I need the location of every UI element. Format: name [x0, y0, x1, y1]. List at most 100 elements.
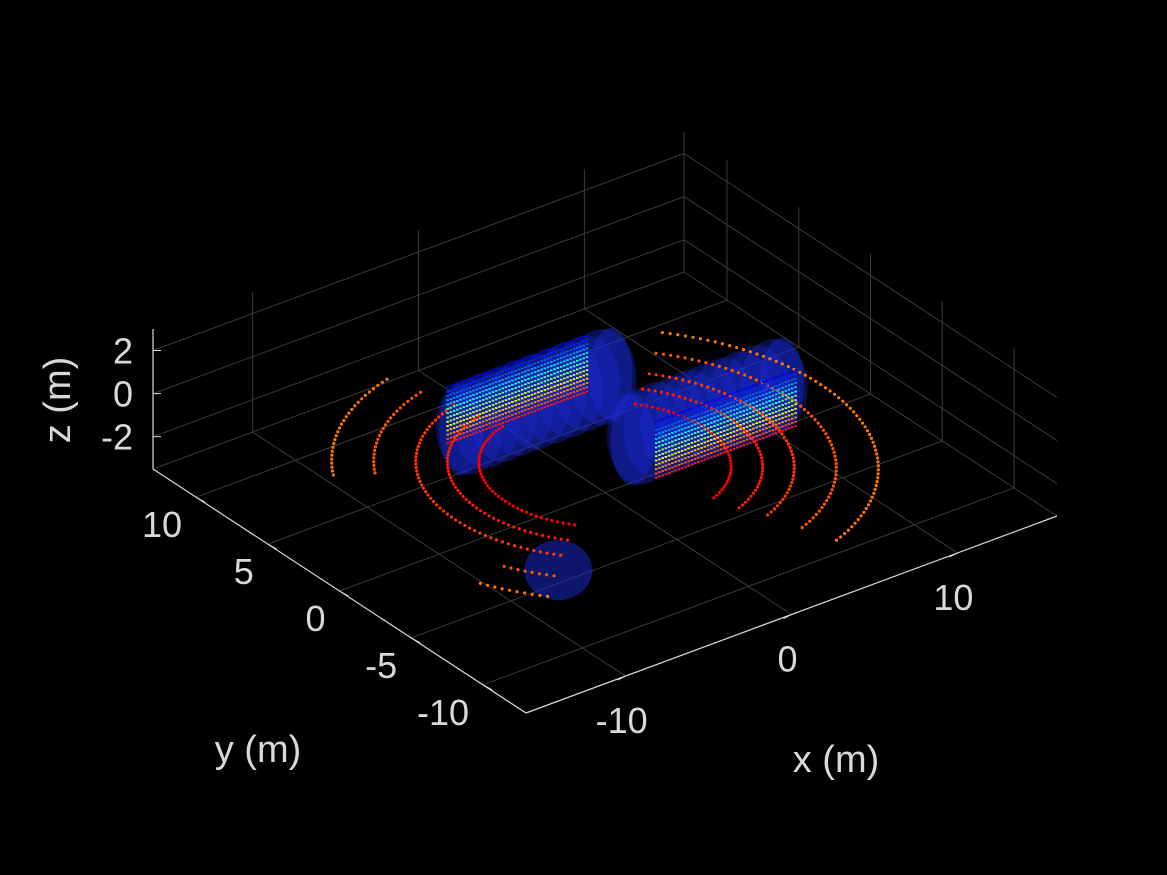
object-point	[576, 351, 579, 353]
object-point	[700, 455, 703, 458]
object-point	[572, 369, 576, 372]
object-point	[710, 404, 713, 407]
object-point	[478, 400, 482, 402]
ring-point	[819, 425, 823, 429]
object-point	[556, 401, 560, 404]
ring-point	[731, 419, 736, 423]
object-point	[520, 380, 524, 383]
ring-point	[754, 443, 759, 447]
ring-point	[633, 402, 638, 406]
ring-point	[416, 444, 420, 449]
object-point	[494, 389, 498, 392]
ring-point	[837, 396, 841, 400]
object-point	[719, 444, 723, 446]
ring-point	[417, 476, 421, 480]
object-point	[517, 398, 521, 401]
y-tick	[482, 684, 493, 691]
object-point	[563, 377, 566, 380]
ring-point	[758, 479, 762, 483]
ring-point	[566, 538, 570, 542]
object-point	[761, 389, 765, 392]
object-point	[661, 422, 664, 425]
ring-point	[735, 345, 739, 350]
object-point	[527, 399, 530, 402]
object-point	[758, 416, 762, 419]
object-point	[664, 425, 668, 428]
object-point	[739, 389, 742, 392]
ring-point	[647, 388, 651, 392]
object-point	[752, 440, 755, 443]
object-point	[687, 438, 690, 441]
ring-point	[717, 491, 722, 495]
object-point	[540, 355, 543, 358]
object-point	[723, 395, 726, 398]
ring-point	[789, 449, 793, 453]
object-point	[742, 405, 745, 408]
object-point	[791, 374, 794, 377]
object-point	[524, 396, 527, 399]
object-point	[716, 441, 720, 443]
object-point	[465, 409, 469, 412]
ring-point	[493, 585, 497, 589]
object-point	[745, 395, 749, 398]
ring-point	[538, 593, 542, 598]
object-point	[748, 424, 752, 427]
object-point	[710, 400, 713, 403]
ring-point	[754, 378, 758, 382]
object-point	[781, 399, 784, 402]
ring-point	[415, 448, 419, 452]
object-point	[572, 339, 576, 342]
ring-point	[687, 380, 691, 384]
object-point	[566, 367, 569, 370]
ring-point	[753, 488, 758, 492]
object-point	[667, 428, 671, 431]
object-point	[517, 360, 521, 362]
ring-point	[478, 509, 483, 513]
object-point	[674, 435, 677, 437]
object-point	[488, 426, 491, 429]
ring-point	[775, 504, 780, 508]
ring-point	[761, 354, 766, 358]
ring-point	[532, 548, 536, 553]
object-point	[507, 363, 511, 366]
ring-point	[402, 403, 406, 407]
ring-point	[414, 455, 418, 459]
ring-point	[769, 510, 773, 514]
object-point	[533, 392, 537, 395]
ring-point	[751, 491, 756, 495]
object-point	[680, 445, 684, 448]
ring-point	[535, 532, 539, 536]
object-point	[494, 424, 498, 427]
ring-point	[552, 552, 556, 556]
object-point	[729, 419, 733, 421]
ring-point	[784, 439, 789, 443]
object-point	[472, 394, 475, 396]
ring-point	[711, 362, 715, 367]
object-point	[726, 411, 729, 414]
object-point	[579, 367, 582, 370]
object-point	[524, 379, 527, 381]
object-point	[530, 376, 534, 379]
object-point	[572, 343, 576, 346]
ring-point	[428, 424, 432, 428]
object-point	[716, 415, 720, 417]
object-point	[504, 412, 508, 414]
object-point	[794, 412, 797, 414]
object-point	[774, 397, 778, 400]
object-point	[569, 349, 573, 352]
object-point	[533, 371, 537, 373]
object-point	[553, 359, 556, 362]
object-point	[719, 435, 723, 438]
object-point	[524, 374, 527, 377]
object-hull	[610, 393, 655, 486]
ring-point	[856, 518, 860, 522]
object-point	[556, 371, 560, 374]
object-point	[498, 375, 501, 378]
object-point	[703, 428, 707, 431]
object-point	[478, 413, 482, 415]
object-point	[723, 408, 726, 411]
object-point	[498, 393, 501, 395]
object-point	[478, 383, 482, 385]
object-point	[781, 421, 784, 424]
object-point	[703, 454, 707, 457]
